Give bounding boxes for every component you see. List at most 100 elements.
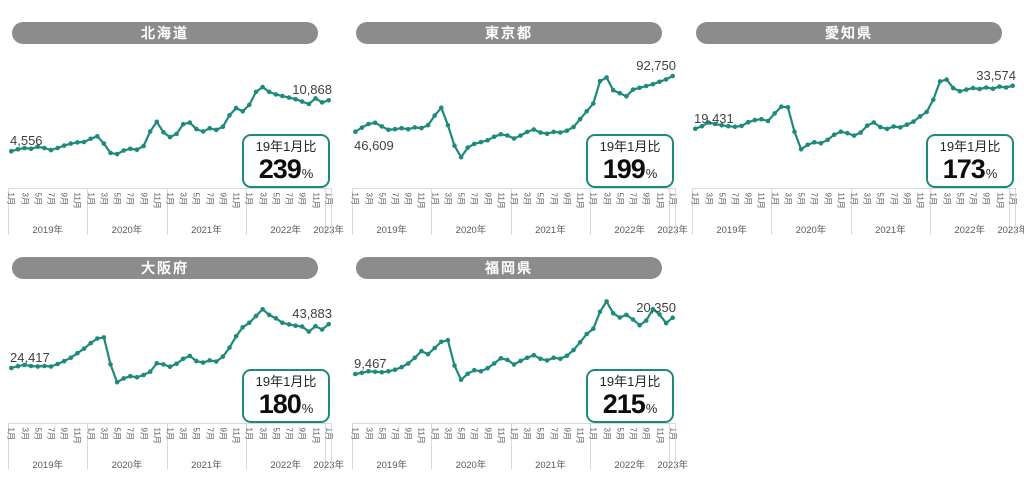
line-series <box>693 77 1015 152</box>
data-point <box>154 361 160 366</box>
data-point <box>884 126 890 132</box>
data-point <box>379 370 385 375</box>
data-point <box>233 105 239 111</box>
chart-title: 福岡県 <box>485 260 533 276</box>
data-point <box>392 367 398 372</box>
data-point <box>187 353 193 359</box>
axis-tick-line <box>692 189 693 235</box>
data-point <box>719 123 725 128</box>
data-point <box>81 139 87 145</box>
data-point <box>180 356 186 362</box>
data-point <box>293 96 298 102</box>
data-point <box>260 307 265 312</box>
data-point <box>924 109 929 115</box>
data-point <box>48 147 54 153</box>
data-point <box>617 315 623 320</box>
data-point <box>366 369 371 374</box>
data-point <box>779 104 784 109</box>
prefecture-chart-3: 愛知県 19,431 33,574 19年1月比 173% 1月 3月 5月 7月 9月… <box>686 18 1024 244</box>
data-point <box>458 154 464 160</box>
data-point <box>997 84 1002 89</box>
data-point <box>990 86 996 91</box>
data-point <box>597 309 603 315</box>
ratio-percent: 199 <box>602 154 646 184</box>
data-point <box>726 123 731 129</box>
start-value-label: 19,431 <box>694 110 734 126</box>
axis-month-label: 1月 <box>350 427 360 440</box>
axis-tick-line <box>675 424 676 470</box>
data-point <box>505 133 510 138</box>
axis-tick-line <box>8 189 9 235</box>
data-point <box>491 134 497 139</box>
data-point <box>538 356 543 362</box>
data-point <box>154 119 160 125</box>
data-point <box>273 92 279 97</box>
data-point <box>564 128 570 133</box>
data-point <box>798 147 804 152</box>
percent-sign: % <box>645 401 658 416</box>
x-axis: 1月 3月 5月 7月 9月 11月 2019年 1月 3月 5月 7月 9月 11月 2020年 1月 3月… <box>351 188 688 238</box>
axis-month-label: 1月 <box>244 427 254 440</box>
ratio-percent: 180 <box>258 389 302 419</box>
chart-title-bar: 東京都 <box>356 22 662 44</box>
data-point <box>293 323 298 328</box>
axis-month-label: 1月 <box>928 192 938 205</box>
data-point <box>524 355 530 361</box>
axis-tick-line <box>675 189 676 235</box>
data-point <box>505 357 510 363</box>
data-point <box>1010 83 1015 89</box>
ratio-label: 19年1月比 <box>939 139 1001 155</box>
data-point <box>9 148 14 154</box>
data-point <box>845 130 850 136</box>
data-point <box>299 99 305 104</box>
axis-month-label: 1月 <box>690 192 700 205</box>
data-point <box>571 124 576 130</box>
data-point <box>891 124 896 129</box>
data-point <box>663 320 669 326</box>
data-point <box>604 75 609 80</box>
data-point <box>917 114 923 119</box>
data-point <box>161 130 166 135</box>
data-point <box>531 127 537 132</box>
end-value-label: 92,750 <box>636 58 676 74</box>
data-point <box>101 335 107 340</box>
data-point <box>851 133 857 138</box>
x-axis: 1月 3月 5月 7月 9月 11月 2019年 1月 3月 5月 7月 9月 11月 2020年 1月 3月… <box>350 423 688 473</box>
axis-tick-line <box>1009 189 1011 235</box>
prefecture-chart-5: 福岡県 9,467 20,350 19年1月比 215% 1月 3月 5月 7月 9月 1… <box>346 253 688 479</box>
end-value-label: 20,350 <box>636 299 676 315</box>
data-point <box>412 355 418 361</box>
ratio-label: 19年1月比 <box>255 139 317 155</box>
axis-month-label: 1月 <box>430 427 440 440</box>
axis-year-label: 2021年 <box>875 225 906 236</box>
data-point <box>61 358 67 364</box>
ratio-box: 19年1月比 180% <box>242 369 330 423</box>
chart-title-bar: 北海道 <box>12 22 318 44</box>
data-point <box>577 116 583 122</box>
data-point <box>174 361 179 367</box>
axis-year-label: 2022年 <box>614 460 645 471</box>
data-point <box>765 118 771 124</box>
chart-title-bar: 大阪府 <box>12 257 318 279</box>
axis-tick-line <box>331 189 332 235</box>
data-point <box>366 121 371 127</box>
data-point <box>88 136 93 142</box>
data-point <box>95 336 100 341</box>
plot-area: 9,467 20,350 19年1月比 215% <box>352 289 676 423</box>
data-point <box>359 370 365 376</box>
data-point <box>544 358 550 363</box>
prefecture-chart-4: 大阪府 24,417 43,883 19年1月比 180% 1月 3月 5月 7月 9月… <box>2 253 344 479</box>
data-point <box>128 146 133 152</box>
data-point <box>610 87 616 93</box>
data-point <box>871 120 877 125</box>
data-point <box>458 377 464 383</box>
chart-title-bar: 愛知県 <box>696 22 1002 44</box>
data-point <box>114 379 120 385</box>
data-point <box>624 94 629 99</box>
percent-sign: % <box>301 401 314 416</box>
data-point <box>220 124 226 129</box>
data-point <box>772 111 777 116</box>
axis-year-label: 2019年 <box>716 225 747 236</box>
data-point <box>48 364 54 369</box>
data-point <box>247 102 252 108</box>
